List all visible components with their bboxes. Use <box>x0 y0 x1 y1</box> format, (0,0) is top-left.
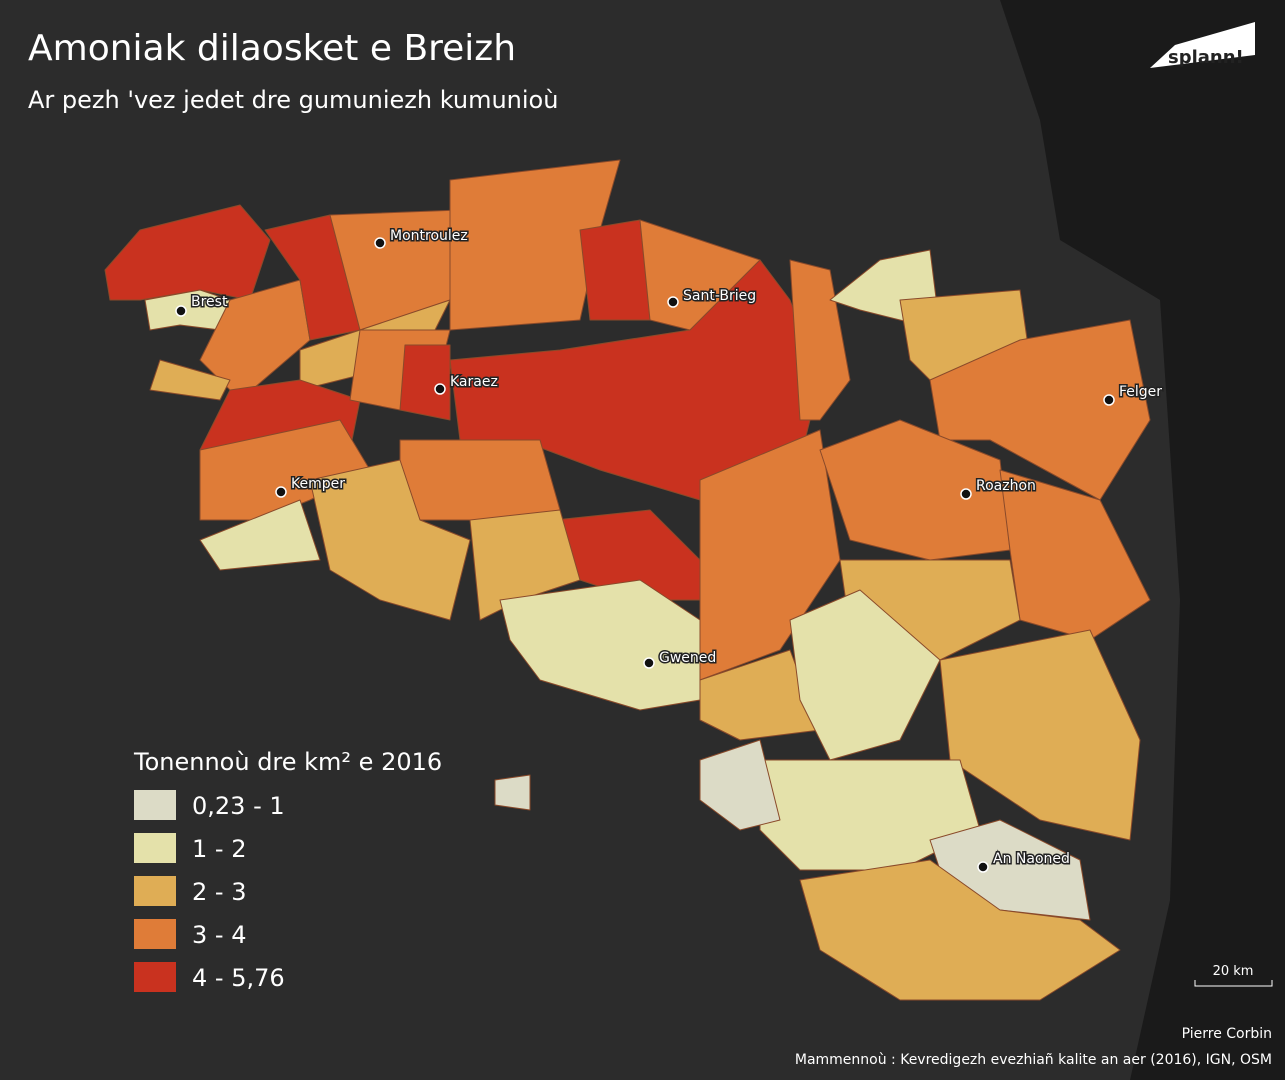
region <box>309 459 471 621</box>
city-dot <box>374 237 386 249</box>
logo-shape <box>1150 22 1255 68</box>
city-label: Kemper <box>291 476 345 492</box>
city-label: Sant-Brieg <box>683 288 756 304</box>
legend-swatch <box>134 876 176 906</box>
city-dot <box>1103 394 1115 406</box>
legend: 0,23 - 1 1 - 2 2 - 3 3 - 4 4 - 5,76 <box>134 790 285 992</box>
city-dot <box>960 488 972 500</box>
city-dot <box>175 305 187 317</box>
city-dot <box>667 296 679 308</box>
region <box>579 219 651 321</box>
city-dot <box>275 486 287 498</box>
region <box>799 859 1121 1001</box>
region <box>399 439 561 521</box>
legend-label: 1 - 2 <box>192 835 246 863</box>
credit-sources: Mammennoù : Kevredigezh evezhiañ kalite … <box>795 1052 1272 1068</box>
legend-label: 2 - 3 <box>192 878 246 906</box>
logo-text: splann! <box>1168 47 1244 68</box>
legend-title: Tonennoù dre km² e 2016 <box>133 748 442 776</box>
region <box>199 499 321 571</box>
region <box>699 429 841 681</box>
city-label: An Naoned <box>993 851 1070 867</box>
city-label: Karaez <box>450 374 498 390</box>
logo: splann! <box>1150 22 1255 68</box>
city-label: Felger <box>1119 384 1162 400</box>
regions <box>104 159 1151 1001</box>
region <box>199 279 311 401</box>
region <box>494 774 531 811</box>
legend-label: 3 - 4 <box>192 921 246 949</box>
region <box>264 214 361 341</box>
legend-swatch <box>134 919 176 949</box>
scale-line <box>1194 980 1273 987</box>
region <box>449 159 621 331</box>
region <box>789 589 941 761</box>
city-dot <box>434 383 446 395</box>
subtitle: Ar pezh 'vez jedet dre gumuniezh kumunio… <box>28 86 558 114</box>
scale-bar: 20 km <box>1194 964 1273 987</box>
region <box>699 739 781 831</box>
cities: Brest Montroulez Sant-Brieg Karaez Felge… <box>175 227 1164 873</box>
legend-swatch <box>134 962 176 992</box>
city-label: Brest <box>191 294 228 310</box>
legend-label: 0,23 - 1 <box>192 792 285 820</box>
region <box>469 509 581 621</box>
region <box>199 419 371 521</box>
region <box>399 344 451 421</box>
city-dot <box>643 657 655 669</box>
region <box>699 649 821 741</box>
region <box>149 359 231 401</box>
land-outside <box>1000 0 1285 1080</box>
region <box>499 579 701 711</box>
city-label: Roazhon <box>976 478 1036 494</box>
city-dot <box>977 861 989 873</box>
city-label: Montroulez <box>390 228 468 244</box>
legend-swatch <box>134 833 176 863</box>
scale-label: 20 km <box>1213 964 1254 979</box>
legend-label: 4 - 5,76 <box>192 964 285 992</box>
city-label: Gwened <box>659 650 716 666</box>
legend-swatch <box>134 790 176 820</box>
credit-author: Pierre Corbin <box>1182 1026 1272 1042</box>
title: Amoniak dilaosket e Breizh <box>28 28 516 69</box>
